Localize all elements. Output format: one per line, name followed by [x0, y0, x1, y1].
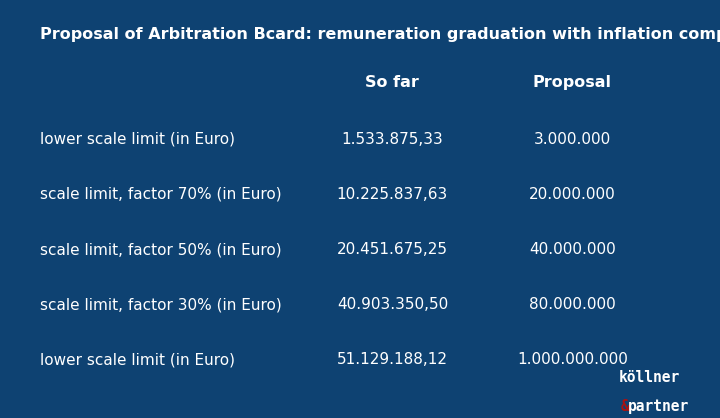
Text: 51.129.188,12: 51.129.188,12 [337, 352, 448, 367]
Text: 40.000.000: 40.000.000 [529, 242, 616, 257]
Text: partner: partner [628, 399, 689, 414]
Text: lower scale limit (in Euro): lower scale limit (in Euro) [40, 352, 235, 367]
Text: So far: So far [366, 75, 419, 90]
Text: 80.000.000: 80.000.000 [529, 297, 616, 312]
Text: köllner: köllner [619, 370, 680, 385]
Text: Proposal: Proposal [533, 75, 612, 90]
Text: &: & [621, 399, 629, 414]
Text: lower scale limit (in Euro): lower scale limit (in Euro) [40, 132, 235, 147]
Text: scale limit, factor 30% (in Euro): scale limit, factor 30% (in Euro) [40, 297, 282, 312]
Text: 3.000.000: 3.000.000 [534, 132, 611, 147]
Text: 1.000.000.000: 1.000.000.000 [517, 352, 628, 367]
Text: 20.000.000: 20.000.000 [529, 187, 616, 202]
Text: 40.903.350,50: 40.903.350,50 [337, 297, 448, 312]
Text: 10.225.837,63: 10.225.837,63 [337, 187, 448, 202]
Text: 20.451.675,25: 20.451.675,25 [337, 242, 448, 257]
Text: Proposal of Arbitration Bcard: remuneration graduation with inflation compensati: Proposal of Arbitration Bcard: remunerat… [40, 27, 720, 42]
Text: 1.533.875,33: 1.533.875,33 [341, 132, 444, 147]
Text: scale limit, factor 70% (in Euro): scale limit, factor 70% (in Euro) [40, 187, 282, 202]
Text: scale limit, factor 50% (in Euro): scale limit, factor 50% (in Euro) [40, 242, 282, 257]
